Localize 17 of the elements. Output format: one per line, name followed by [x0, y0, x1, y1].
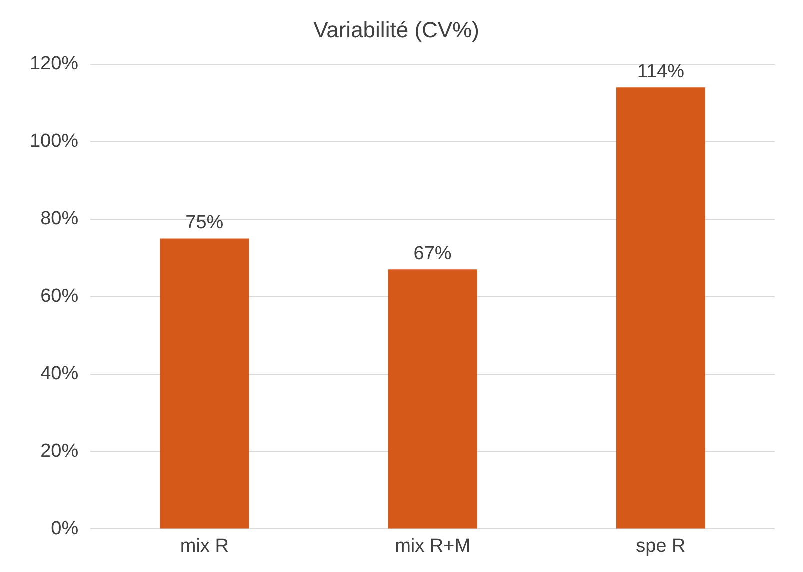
data-label: 67% [414, 243, 452, 264]
y-tick-label: 80% [40, 208, 79, 230]
bar [160, 238, 250, 529]
y-tick-label: 100% [30, 131, 79, 152]
y-tick-label: 20% [40, 440, 79, 462]
y-tick-label: 0% [51, 518, 79, 540]
x-tick-label: mix R+M [395, 536, 471, 557]
bar [388, 270, 478, 529]
x-tick-label: mix R [180, 536, 229, 557]
y-tick-label: 60% [40, 286, 79, 308]
data-label: 114% [637, 61, 685, 82]
data-label: 75% [186, 212, 224, 234]
x-tick-label: spe R [636, 536, 686, 557]
y-tick-label: 120% [30, 54, 79, 75]
y-tick-label: 40% [40, 364, 79, 384]
bar [616, 88, 706, 529]
chart-title: Variabilité (CV%) [314, 17, 480, 42]
